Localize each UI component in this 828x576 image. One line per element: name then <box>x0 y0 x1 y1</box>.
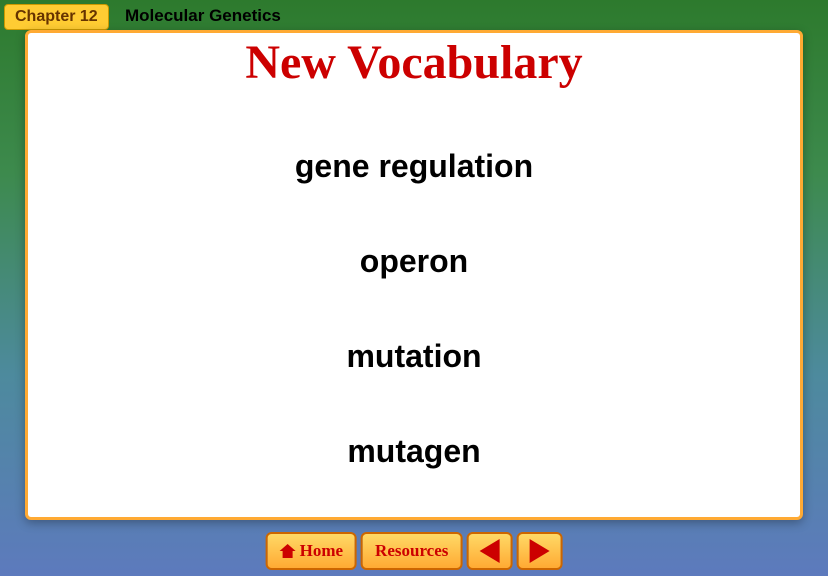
slide-container: Chapter 12 Molecular Genetics New Vocabu… <box>0 0 828 576</box>
next-button[interactable] <box>516 532 562 570</box>
resources-button[interactable]: Resources <box>361 532 462 570</box>
arrow-left-icon <box>479 539 499 563</box>
bottom-nav: Home Resources <box>266 532 563 570</box>
chapter-badge: Chapter 12 <box>4 4 109 30</box>
home-label: Home <box>300 541 343 561</box>
arrow-right-icon <box>529 539 549 563</box>
resources-label: Resources <box>375 541 448 561</box>
page-title: New Vocabulary <box>88 35 740 90</box>
content-card: New Vocabulary gene regulation operon mu… <box>25 30 803 520</box>
home-button[interactable]: Home <box>266 532 357 570</box>
vocab-term: operon <box>88 243 740 280</box>
home-icon <box>280 544 296 558</box>
prev-button[interactable] <box>466 532 512 570</box>
topic-label: Molecular Genetics <box>125 6 281 26</box>
vocab-term: gene regulation <box>88 148 740 185</box>
vocab-term: mutation <box>88 338 740 375</box>
vocab-term: mutagen <box>88 433 740 470</box>
